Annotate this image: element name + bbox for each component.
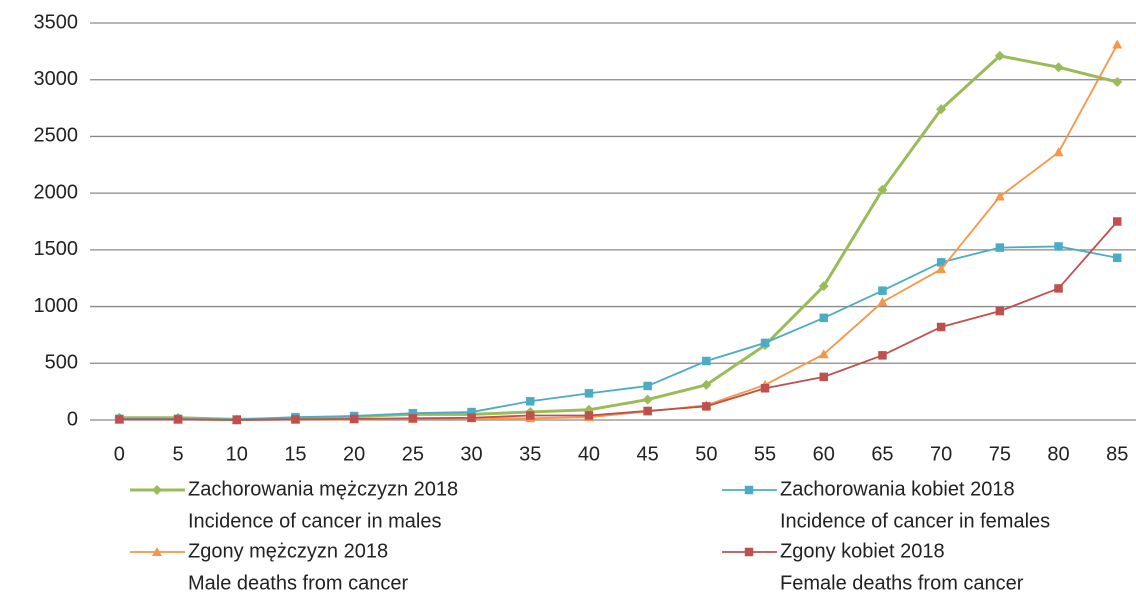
x-tick-label: 50 [695, 443, 717, 465]
data-point [936, 264, 947, 274]
data-point [526, 397, 535, 406]
legend-description: Male deaths from cancer [188, 572, 408, 594]
data-point [1113, 253, 1122, 263]
y-tick-label: 0 [67, 408, 78, 430]
x-tick-label: 70 [930, 443, 952, 465]
series-line [119, 245, 1118, 421]
data-point [1112, 76, 1123, 87]
data-point [1054, 284, 1063, 293]
x-tick-label: 60 [813, 443, 835, 465]
data-point [526, 411, 535, 420]
x-tick-label: 30 [460, 443, 482, 465]
x-tick-label: 5 [172, 443, 183, 465]
data-point [642, 394, 653, 405]
y-tick-label: 3000 [34, 68, 79, 90]
x-tick-label: 35 [519, 443, 541, 465]
data-point [877, 184, 888, 195]
y-tick-label: 2500 [34, 125, 79, 147]
x-tick-label: 15 [284, 443, 306, 465]
data-point [994, 50, 1005, 61]
x-tick-label: 85 [1106, 443, 1128, 465]
data-point [467, 407, 476, 417]
data-point [1113, 217, 1122, 226]
data-point [760, 338, 770, 348]
x-tick-label: 10 [226, 443, 248, 465]
data-point [349, 414, 359, 424]
data-point [877, 297, 888, 307]
legend-description: Incidence of cancer in males [188, 510, 441, 532]
data-point [173, 415, 183, 424]
legend-label: Zgony kobiet 2018 [780, 540, 945, 562]
data-point [467, 413, 476, 422]
data-point [1053, 147, 1064, 157]
legend-label: Zachorowania kobiet 2018 [780, 478, 1015, 500]
data-point [760, 383, 770, 393]
data-point [408, 414, 418, 423]
legend-marker [152, 547, 162, 556]
data-point [702, 356, 711, 366]
data-point [232, 415, 241, 425]
data-point [878, 286, 887, 295]
legend-marker [744, 547, 754, 557]
data-point [936, 322, 946, 332]
y-tick-label: 3500 [34, 11, 79, 33]
data-point [936, 104, 947, 115]
x-tick-label: 0 [114, 443, 125, 465]
data-point [702, 402, 711, 411]
data-point [818, 281, 829, 292]
legend-label: Zgony mężczyzn 2018 [188, 540, 388, 562]
data-point [584, 411, 594, 420]
data-point [819, 313, 828, 323]
x-tick-label: 75 [989, 443, 1011, 465]
data-point [994, 191, 1005, 201]
data-point [995, 243, 1005, 252]
series-line [119, 220, 1118, 421]
y-tick-label: 2000 [34, 181, 79, 203]
data-point [584, 389, 594, 398]
legend-marker [152, 485, 162, 495]
x-tick-label: 80 [1047, 443, 1069, 465]
data-point [701, 379, 712, 390]
data-point [643, 406, 652, 416]
y-tick-label: 1000 [34, 295, 79, 317]
legend-label: Zachorowania mężczyzn 2018 [188, 478, 458, 500]
y-tick-label: 500 [45, 352, 78, 374]
y-tick-label: 1500 [34, 238, 79, 260]
data-point [115, 415, 124, 424]
data-point [1054, 242, 1063, 251]
data-point [291, 415, 300, 424]
data-point [643, 381, 652, 391]
x-tick-label: 65 [871, 443, 893, 465]
legend-marker [744, 485, 754, 495]
data-point [995, 306, 1005, 316]
x-tick-label: 55 [754, 443, 776, 465]
data-point [1112, 39, 1123, 49]
data-point [936, 258, 946, 267]
x-tick-label: 45 [637, 443, 659, 465]
x-tick-label: 40 [578, 443, 600, 465]
series-line [119, 54, 1118, 421]
data-point [408, 408, 418, 418]
x-tick-label: 20 [343, 443, 365, 465]
data-point [1053, 62, 1064, 73]
data-point [818, 349, 829, 359]
data-point [878, 351, 887, 360]
data-point [819, 372, 828, 382]
legend-description: Female deaths from cancer [780, 572, 1024, 594]
x-tick-label: 25 [402, 443, 424, 465]
legend-description: Incidence of cancer in females [780, 510, 1050, 532]
